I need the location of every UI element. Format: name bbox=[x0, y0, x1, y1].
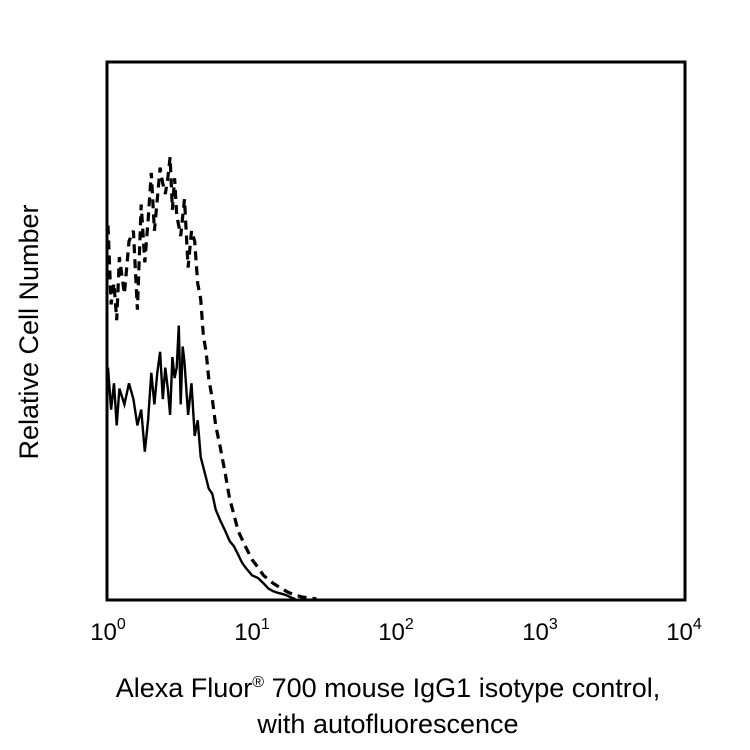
x-tick-exp-4: 4 bbox=[693, 616, 702, 633]
series-line-dashed bbox=[106, 157, 317, 601]
x-tick-exp-2: 2 bbox=[405, 616, 414, 633]
x-axis-label-rest: 700 mouse IgG1 isotype control, bbox=[264, 673, 660, 703]
x-tick-base-4: 10 bbox=[666, 619, 693, 646]
x-axis-label-line2: with autofluorescence bbox=[256, 709, 518, 739]
series-layer bbox=[106, 157, 317, 601]
x-tick-label-3: 103 bbox=[522, 616, 558, 646]
x-tick-exp-3: 3 bbox=[549, 616, 558, 633]
x-tick-base-3: 10 bbox=[522, 619, 549, 646]
x-tick-label-4: 104 bbox=[666, 616, 702, 646]
x-tick-exp-1: 1 bbox=[261, 616, 270, 633]
registered-mark: ® bbox=[252, 674, 264, 691]
x-tick-base-2: 10 bbox=[378, 619, 405, 646]
x-tick-label-2: 102 bbox=[378, 616, 414, 646]
x-axis-label-main: Alexa Fluor bbox=[116, 673, 253, 703]
x-tick-label-1: 101 bbox=[234, 616, 270, 646]
x-tick-base-0: 10 bbox=[90, 619, 117, 646]
plot-frame bbox=[105, 60, 687, 602]
series-line-solid bbox=[106, 325, 296, 601]
x-tick-labels: 100 101 102 103 104 bbox=[90, 616, 702, 646]
x-tick-exp-0: 0 bbox=[117, 616, 126, 633]
x-tick-base-1: 10 bbox=[234, 619, 261, 646]
y-axis-label: Relative Cell Number bbox=[14, 204, 44, 459]
x-tick-label-0: 100 bbox=[90, 616, 126, 646]
x-axis-label-line1: Alexa Fluor® 700 mouse IgG1 isotype cont… bbox=[116, 673, 661, 703]
